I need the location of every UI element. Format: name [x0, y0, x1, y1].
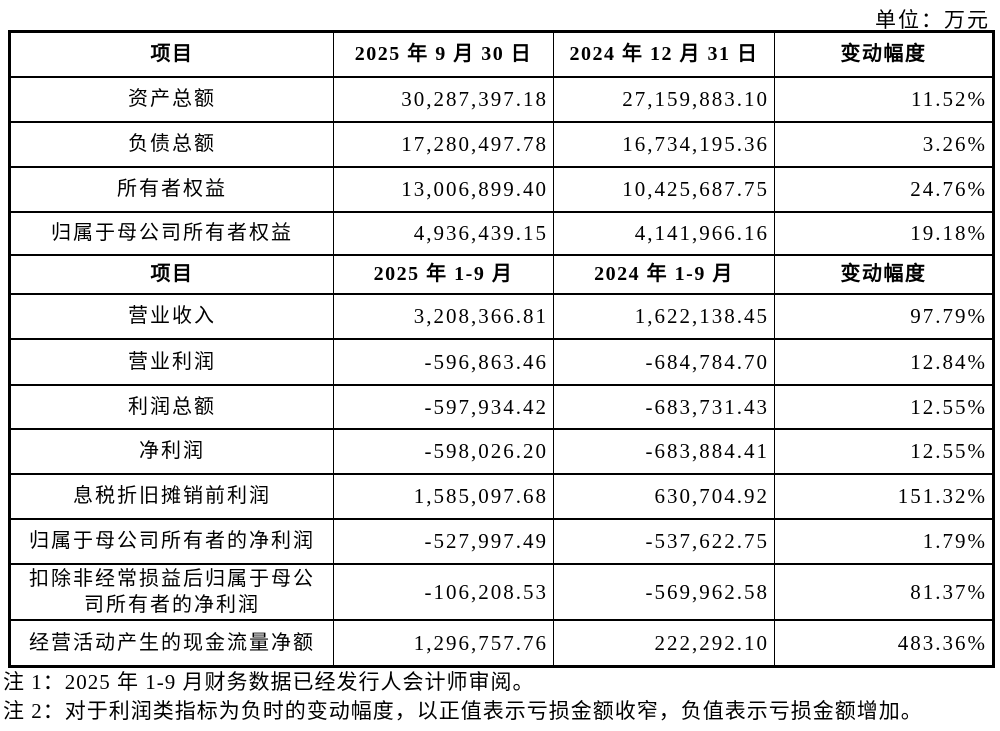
- change-value: 19.18%: [774, 210, 994, 256]
- item-label: 负债总额: [9, 120, 334, 168]
- prior-value: -569,962.58: [553, 562, 775, 621]
- change-value: 97.79%: [774, 292, 994, 340]
- current-value: -106,208.53: [333, 562, 554, 621]
- footnotes: 注 1：2025 年 1-9 月财务数据已经发行人会计师审阅。 注 2：对于利润…: [3, 668, 993, 726]
- item-label: 归属于母公司所有者的净利润: [9, 517, 334, 565]
- income-statement-header-row: 项目 2025 年 1-9 月 2024 年 1-9 月 变动幅度: [9, 253, 994, 295]
- table-row-net-profit-excl-nonrecurring: 扣除非经常损益后归属于母公司所有者的净利润 -106,208.53 -569,9…: [9, 562, 994, 621]
- item-label: 净利润: [9, 427, 334, 475]
- prior-value: 630,704.92: [553, 472, 775, 520]
- current-value: 17,280,497.78: [333, 120, 554, 168]
- footnote-1: 注 1：2025 年 1-9 月财务数据已经发行人会计师审阅。: [3, 670, 535, 694]
- column-header-change: 变动幅度: [774, 30, 994, 78]
- item-label: 营业收入: [9, 292, 334, 340]
- change-value: 151.32%: [774, 472, 994, 520]
- table-row-operating-profit: 营业利润 -596,863.46 -684,784.70 12.84%: [9, 337, 994, 386]
- prior-value: 222,292.10: [553, 618, 775, 668]
- column-header-prior-period: 2024 年 1-9 月: [553, 253, 775, 295]
- change-value: 1.79%: [774, 517, 994, 565]
- column-header-current-date: 2025 年 9 月 30 日: [333, 30, 554, 78]
- prior-value: 4,141,966.16: [553, 210, 775, 256]
- current-value: 1,296,757.76: [333, 618, 554, 668]
- current-value: -597,934.42: [333, 383, 554, 430]
- table-row-net-profit: 净利润 -598,026.20 -683,884.41 12.55%: [9, 427, 994, 475]
- current-value: -598,026.20: [333, 427, 554, 475]
- table-row-equity-parent: 归属于母公司所有者权益 4,936,439.15 4,141,966.16 19…: [9, 210, 994, 256]
- change-value: 81.37%: [774, 562, 994, 621]
- current-value: -596,863.46: [333, 337, 554, 386]
- prior-value: 10,425,687.75: [553, 165, 775, 213]
- current-value: 4,936,439.15: [333, 210, 554, 256]
- item-label: 营业利润: [9, 337, 334, 386]
- prior-value: 27,159,883.10: [553, 75, 775, 123]
- change-value: 12.84%: [774, 337, 994, 386]
- table-row-operating-cash-flow: 经营活动产生的现金流量净额 1,296,757.76 222,292.10 48…: [9, 618, 994, 668]
- column-header-item: 项目: [9, 253, 334, 295]
- column-header-current-period: 2025 年 1-9 月: [333, 253, 554, 295]
- change-value: 24.76%: [774, 165, 994, 213]
- change-value: 11.52%: [774, 75, 994, 123]
- financial-table: 项目 2025 年 9 月 30 日 2024 年 12 月 31 日 变动幅度…: [8, 30, 995, 668]
- current-value: -527,997.49: [333, 517, 554, 565]
- change-value: 12.55%: [774, 383, 994, 430]
- table-row-total-profit: 利润总额 -597,934.42 -683,731.43 12.55%: [9, 383, 994, 430]
- footnote-2: 注 2：对于利润类指标为负时的变动幅度，以正值表示亏损金额收窄，负值表示亏损金额…: [3, 699, 923, 723]
- item-label: 息税折旧摊销前利润: [9, 472, 334, 520]
- column-header-change: 变动幅度: [774, 253, 994, 295]
- table-row-net-profit-parent: 归属于母公司所有者的净利润 -527,997.49 -537,622.75 1.…: [9, 517, 994, 565]
- column-header-item: 项目: [9, 30, 334, 78]
- table-row-total-assets: 资产总额 30,287,397.18 27,159,883.10 11.52%: [9, 75, 994, 123]
- prior-value: -537,622.75: [553, 517, 775, 565]
- item-label: 资产总额: [9, 75, 334, 123]
- prior-value: -684,784.70: [553, 337, 775, 386]
- current-value: 1,585,097.68: [333, 472, 554, 520]
- item-label: 归属于母公司所有者权益: [9, 210, 334, 256]
- unit-label: 单位：万元: [875, 8, 990, 32]
- table-row-ebitda: 息税折旧摊销前利润 1,585,097.68 630,704.92 151.32…: [9, 472, 994, 520]
- prior-value: -683,731.43: [553, 383, 775, 430]
- item-label: 所有者权益: [9, 165, 334, 213]
- column-header-prior-date: 2024 年 12 月 31 日: [553, 30, 775, 78]
- current-value: 30,287,397.18: [333, 75, 554, 123]
- current-value: 3,208,366.81: [333, 292, 554, 340]
- prior-value: 1,622,138.45: [553, 292, 775, 340]
- item-label: 利润总额: [9, 383, 334, 430]
- balance-sheet-header-row: 项目 2025 年 9 月 30 日 2024 年 12 月 31 日 变动幅度: [9, 30, 994, 78]
- item-label: 经营活动产生的现金流量净额: [9, 618, 334, 668]
- table-row-operating-revenue: 营业收入 3,208,366.81 1,622,138.45 97.79%: [9, 292, 994, 340]
- change-value: 483.36%: [774, 618, 994, 668]
- current-value: 13,006,899.40: [333, 165, 554, 213]
- change-value: 12.55%: [774, 427, 994, 475]
- prior-value: -683,884.41: [553, 427, 775, 475]
- table-row-owners-equity: 所有者权益 13,006,899.40 10,425,687.75 24.76%: [9, 165, 994, 213]
- table-row-total-liabilities: 负债总额 17,280,497.78 16,734,195.36 3.26%: [9, 120, 994, 168]
- change-value: 3.26%: [774, 120, 994, 168]
- item-label: 扣除非经常损益后归属于母公司所有者的净利润: [9, 562, 334, 621]
- prior-value: 16,734,195.36: [553, 120, 775, 168]
